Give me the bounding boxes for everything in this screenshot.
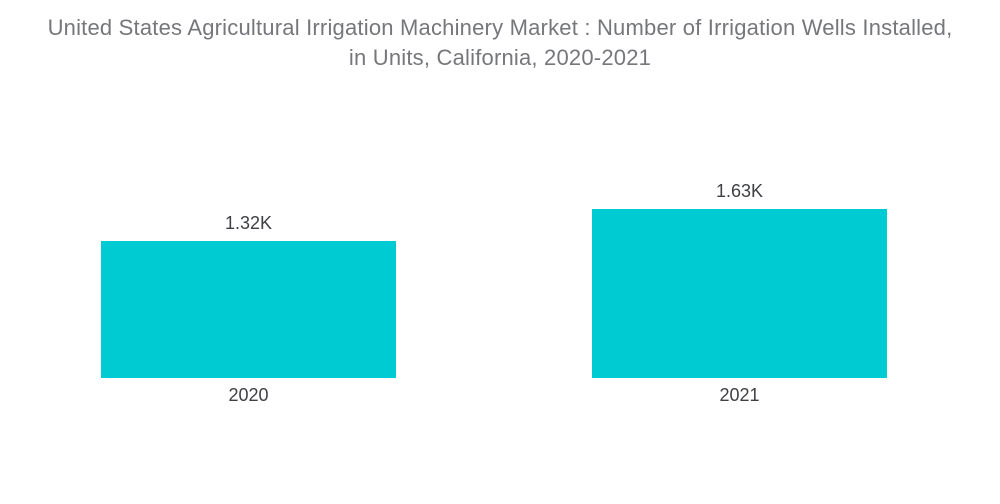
bar-group-2020: 1.32K bbox=[101, 0, 396, 378]
bar-value-label-2020: 1.32K bbox=[224, 213, 273, 233]
bar-2021 bbox=[592, 209, 887, 378]
x-axis-label-2020: 2020 bbox=[228, 385, 269, 405]
chart-title-line-2: in Units, California, 2020-2021 bbox=[348, 45, 652, 70]
bar-value-label-2021: 1.63K bbox=[715, 181, 764, 201]
chart-title-line-1: United States Agricultural Irrigation Ma… bbox=[47, 15, 953, 40]
chart-title: United States Agricultural Irrigation Ma… bbox=[0, 13, 1000, 73]
bar-2020 bbox=[101, 241, 396, 378]
x-axis-label-2021: 2021 bbox=[719, 385, 760, 405]
bar-group-2021: 1.63K bbox=[592, 0, 887, 378]
